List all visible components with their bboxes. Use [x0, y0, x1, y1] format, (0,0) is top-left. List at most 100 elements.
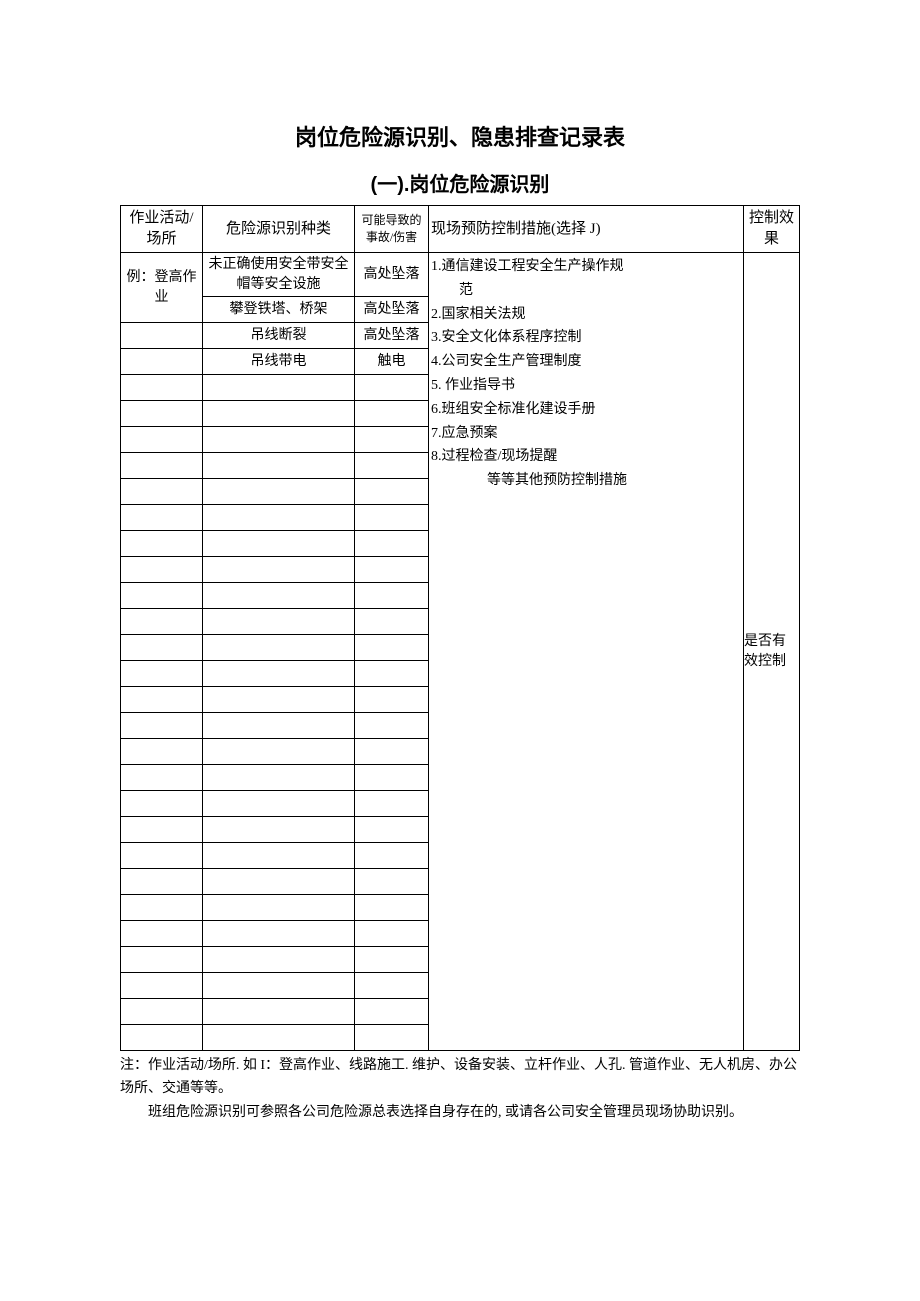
- empty-cell: [203, 921, 355, 947]
- empty-cell: [355, 947, 429, 973]
- empty-cell: [355, 531, 429, 557]
- empty-cell: [355, 791, 429, 817]
- empty-cell: [203, 817, 355, 843]
- empty-cell: [203, 531, 355, 557]
- cell-hazard: 吊线带电: [203, 349, 355, 375]
- empty-cell: [121, 479, 203, 505]
- measure-item: 范: [431, 279, 743, 303]
- empty-cell: [355, 661, 429, 687]
- measures-cell: 1.通信建设工程安全生产操作规范2.国家相关法规3.安全文化体系程序控制4.公司…: [429, 253, 744, 1051]
- cell-activity: [121, 349, 203, 375]
- note-line-1: 注：作业活动/场所. 如 I：登高作业、线路施工. 维护、设备安装、立杆作业、人…: [120, 1055, 800, 1100]
- cell-accident: 高处坠落: [355, 253, 429, 297]
- empty-cell: [203, 661, 355, 687]
- empty-cell: [121, 947, 203, 973]
- measure-item: 4.公司安全生产管理制度: [431, 350, 743, 374]
- table-row: 例：登高作业未正确使用安全带安全帽等安全设施高处坠落1.通信建设工程安全生产操作…: [121, 253, 800, 297]
- empty-cell: [121, 713, 203, 739]
- empty-cell: [355, 583, 429, 609]
- empty-cell: [203, 895, 355, 921]
- empty-cell: [121, 869, 203, 895]
- empty-cell: [203, 427, 355, 453]
- empty-cell: [203, 713, 355, 739]
- empty-cell: [121, 921, 203, 947]
- empty-cell: [121, 531, 203, 557]
- empty-cell: [203, 687, 355, 713]
- empty-cell: [355, 479, 429, 505]
- measure-item: 3.安全文化体系程序控制: [431, 326, 743, 350]
- empty-cell: [355, 713, 429, 739]
- hazard-table: 作业活动/场所 危险源识别种类 可能导致的事故/伤害 现场预防控制措施(选择 J…: [120, 205, 800, 1051]
- header-effect: 控制效果: [744, 206, 800, 253]
- empty-cell: [121, 739, 203, 765]
- measure-item: 5. 作业指导书: [431, 374, 743, 398]
- empty-cell: [203, 375, 355, 401]
- header-activity: 作业活动/场所: [121, 206, 203, 253]
- empty-cell: [355, 921, 429, 947]
- empty-cell: [121, 973, 203, 999]
- empty-cell: [203, 453, 355, 479]
- measure-other: 等等其他预防控制措施: [431, 469, 743, 493]
- empty-cell: [121, 817, 203, 843]
- empty-cell: [203, 739, 355, 765]
- empty-cell: [355, 817, 429, 843]
- empty-cell: [121, 687, 203, 713]
- cell-hazard: 未正确使用安全带安全帽等安全设施: [203, 253, 355, 297]
- measure-item: 1.通信建设工程安全生产操作规: [431, 255, 743, 279]
- empty-cell: [203, 401, 355, 427]
- empty-cell: [355, 1025, 429, 1051]
- empty-cell: [121, 505, 203, 531]
- empty-cell: [121, 401, 203, 427]
- cell-activity: [121, 323, 203, 349]
- empty-cell: [355, 765, 429, 791]
- cell-accident: 高处坠落: [355, 297, 429, 323]
- empty-cell: [203, 1025, 355, 1051]
- empty-cell: [355, 505, 429, 531]
- empty-cell: [203, 947, 355, 973]
- empty-cell: [355, 895, 429, 921]
- empty-cell: [121, 999, 203, 1025]
- header-accident: 可能导致的事故/伤害: [355, 206, 429, 253]
- empty-cell: [355, 401, 429, 427]
- measure-item: 2.国家相关法规: [431, 303, 743, 327]
- empty-cell: [355, 739, 429, 765]
- empty-cell: [121, 635, 203, 661]
- empty-cell: [121, 661, 203, 687]
- empty-cell: [355, 999, 429, 1025]
- empty-cell: [121, 453, 203, 479]
- effect-cell: 是否有效控制: [744, 253, 800, 1051]
- empty-cell: [121, 1025, 203, 1051]
- empty-cell: [121, 791, 203, 817]
- empty-cell: [355, 687, 429, 713]
- measure-item: 7.应急预案: [431, 422, 743, 446]
- empty-cell: [203, 843, 355, 869]
- empty-cell: [203, 791, 355, 817]
- cell-hazard: 攀登铁塔、桥架: [203, 297, 355, 323]
- table-header-row: 作业活动/场所 危险源识别种类 可能导致的事故/伤害 现场预防控制措施(选择 J…: [121, 206, 800, 253]
- cell-accident: 触电: [355, 349, 429, 375]
- measure-item: 8.过程检查/现场提醒: [431, 445, 743, 469]
- empty-cell: [203, 999, 355, 1025]
- empty-cell: [355, 427, 429, 453]
- empty-cell: [203, 557, 355, 583]
- notes-section: 注：作业活动/场所. 如 I：登高作业、线路施工. 维护、设备安装、立杆作业、人…: [120, 1055, 800, 1124]
- measure-item: 6.班组安全标准化建设手册: [431, 398, 743, 422]
- empty-cell: [355, 843, 429, 869]
- empty-cell: [121, 765, 203, 791]
- empty-cell: [355, 453, 429, 479]
- cell-hazard: 吊线断裂: [203, 323, 355, 349]
- empty-cell: [203, 609, 355, 635]
- empty-cell: [203, 505, 355, 531]
- cell-activity: 例：登高作业: [121, 253, 203, 323]
- empty-cell: [203, 635, 355, 661]
- empty-cell: [203, 583, 355, 609]
- empty-cell: [121, 557, 203, 583]
- document-subtitle: (一).岗位危险源识别: [120, 168, 800, 197]
- empty-cell: [355, 869, 429, 895]
- empty-cell: [121, 843, 203, 869]
- empty-cell: [121, 895, 203, 921]
- empty-cell: [121, 375, 203, 401]
- cell-accident: 高处坠落: [355, 323, 429, 349]
- empty-cell: [121, 427, 203, 453]
- empty-cell: [121, 583, 203, 609]
